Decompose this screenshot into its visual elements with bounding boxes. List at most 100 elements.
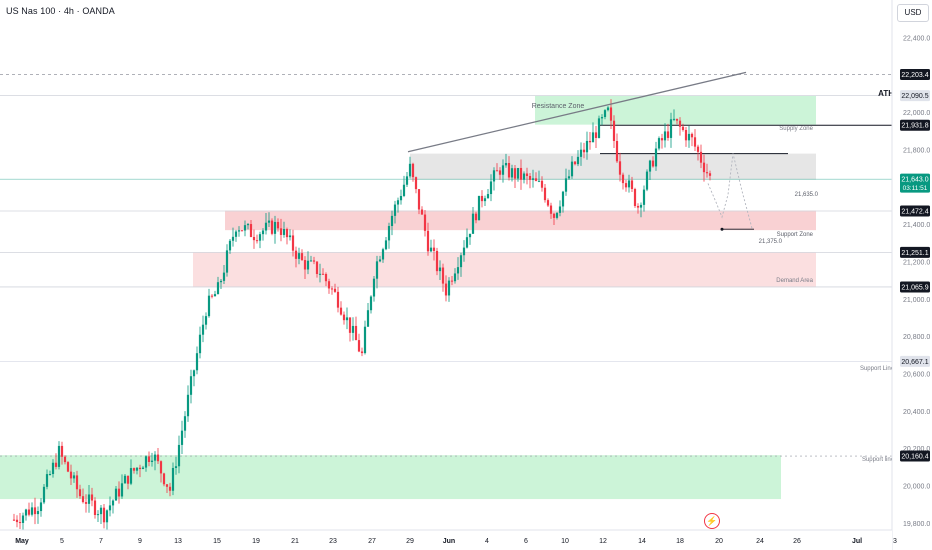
candle-body — [390, 215, 394, 227]
chart-levels — [0, 74, 892, 457]
candle — [672, 109, 676, 122]
price-tag — [900, 173, 930, 193]
candle-body — [357, 340, 361, 352]
candle — [378, 255, 382, 263]
candle-body — [30, 507, 34, 515]
currency-button[interactable]: USD — [897, 4, 929, 22]
candle-body — [249, 224, 253, 237]
candle — [261, 228, 265, 241]
chart-drawings — [407, 71, 754, 231]
candle — [639, 202, 643, 218]
candle-body — [402, 184, 406, 196]
candle-body — [330, 288, 334, 290]
candle — [294, 246, 298, 268]
price-tick-label: 20,400.0 — [903, 409, 930, 416]
candle — [594, 125, 598, 149]
candle — [471, 206, 475, 234]
candle-body — [72, 475, 76, 479]
candle — [168, 482, 172, 497]
candle-body — [675, 118, 679, 121]
candle-body — [18, 522, 22, 524]
candle — [549, 202, 553, 219]
candle-body — [351, 325, 355, 333]
candle — [180, 420, 184, 455]
candle — [360, 347, 364, 357]
symbol-title: US Nas 100 · 4h · OANDA — [6, 6, 115, 16]
candle-body — [288, 235, 292, 238]
candle-body — [192, 370, 196, 377]
candle — [90, 487, 94, 507]
candle — [558, 200, 562, 217]
candle-body — [660, 138, 664, 141]
time-tick-label: 26 — [793, 538, 801, 545]
candle — [33, 497, 37, 525]
price-axis[interactable]: 22,400.022,200.022,000.021,800.021,600.0… — [891, 0, 932, 550]
level-a-label: 21,635.0 — [795, 192, 819, 198]
candle — [162, 472, 166, 487]
candle — [186, 385, 190, 422]
price-tag-label: 21,251.1 — [901, 250, 928, 257]
candle — [696, 144, 700, 161]
candle — [60, 441, 64, 465]
candle — [708, 170, 712, 181]
candle — [270, 218, 274, 236]
time-axis-bg — [0, 530, 892, 550]
time-axis[interactable]: May 5 7 9 13 15 19 21 23 27 29 Jun 4 6 10 12 14 18 20 24 26 J… — [0, 529, 897, 550]
candle-body — [417, 189, 421, 210]
candle — [534, 172, 538, 182]
candle — [117, 481, 121, 504]
candle — [177, 435, 181, 474]
candle-body — [333, 288, 337, 292]
candle — [459, 252, 463, 277]
candle-body — [384, 240, 388, 250]
time-tick-label: 18 — [676, 538, 684, 545]
candle-body — [510, 168, 514, 178]
candle-body — [135, 467, 139, 471]
candle-body — [273, 221, 277, 234]
time-tick-label: 15 — [213, 538, 221, 545]
candle — [372, 276, 376, 302]
candle — [570, 156, 574, 179]
candle — [213, 290, 217, 297]
candle-body — [465, 237, 469, 248]
lightning-icon[interactable]: ⚡ — [704, 513, 720, 529]
candle-body — [267, 220, 271, 223]
candle — [105, 509, 109, 533]
candle — [540, 176, 544, 192]
time-tick-label: 3 — [893, 538, 897, 545]
candle — [666, 123, 670, 141]
support-zone-label: Support Zone — [777, 232, 814, 238]
candle-body — [516, 167, 520, 179]
candle-body — [480, 195, 484, 202]
candle — [588, 131, 592, 150]
time-tick-label: 19 — [252, 538, 260, 545]
candle-body — [648, 160, 652, 172]
candle-body — [159, 461, 163, 474]
candle — [357, 333, 361, 353]
candle — [636, 203, 640, 214]
candle — [402, 175, 406, 198]
candle-body — [228, 240, 232, 251]
price-tick-label: 20,200.0 — [903, 446, 930, 453]
candle — [543, 184, 547, 203]
candle-body — [198, 334, 202, 354]
candle-body — [408, 163, 412, 177]
candle-body — [651, 160, 655, 167]
candle-body — [513, 168, 517, 179]
time-tick-label: 12 — [599, 538, 607, 545]
candle-body — [87, 494, 91, 504]
candle-body — [498, 170, 502, 175]
candle-body — [423, 214, 427, 231]
candle — [444, 275, 448, 302]
candle-body — [561, 191, 565, 207]
candle-body — [672, 118, 676, 120]
candle-body — [618, 161, 622, 175]
candle — [675, 118, 679, 125]
candle-body — [255, 240, 259, 242]
candle-body — [120, 483, 124, 497]
candle-body — [639, 204, 643, 208]
candle — [183, 411, 187, 438]
time-tick-label: 7 — [99, 538, 103, 545]
candle-body — [324, 273, 328, 282]
